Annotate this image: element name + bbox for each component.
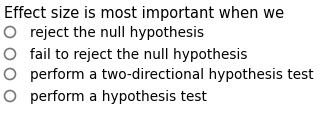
Text: fail to reject the null hypothesis: fail to reject the null hypothesis xyxy=(30,48,247,62)
Circle shape xyxy=(4,48,15,60)
Circle shape xyxy=(4,91,15,102)
Text: Effect size is most important when we: Effect size is most important when we xyxy=(4,6,284,21)
Text: perform a two-directional hypothesis test: perform a two-directional hypothesis tes… xyxy=(30,68,314,82)
Circle shape xyxy=(4,68,15,79)
Circle shape xyxy=(4,27,15,37)
Text: perform a hypothesis test: perform a hypothesis test xyxy=(30,90,207,104)
Text: reject the null hypothesis: reject the null hypothesis xyxy=(30,26,204,40)
